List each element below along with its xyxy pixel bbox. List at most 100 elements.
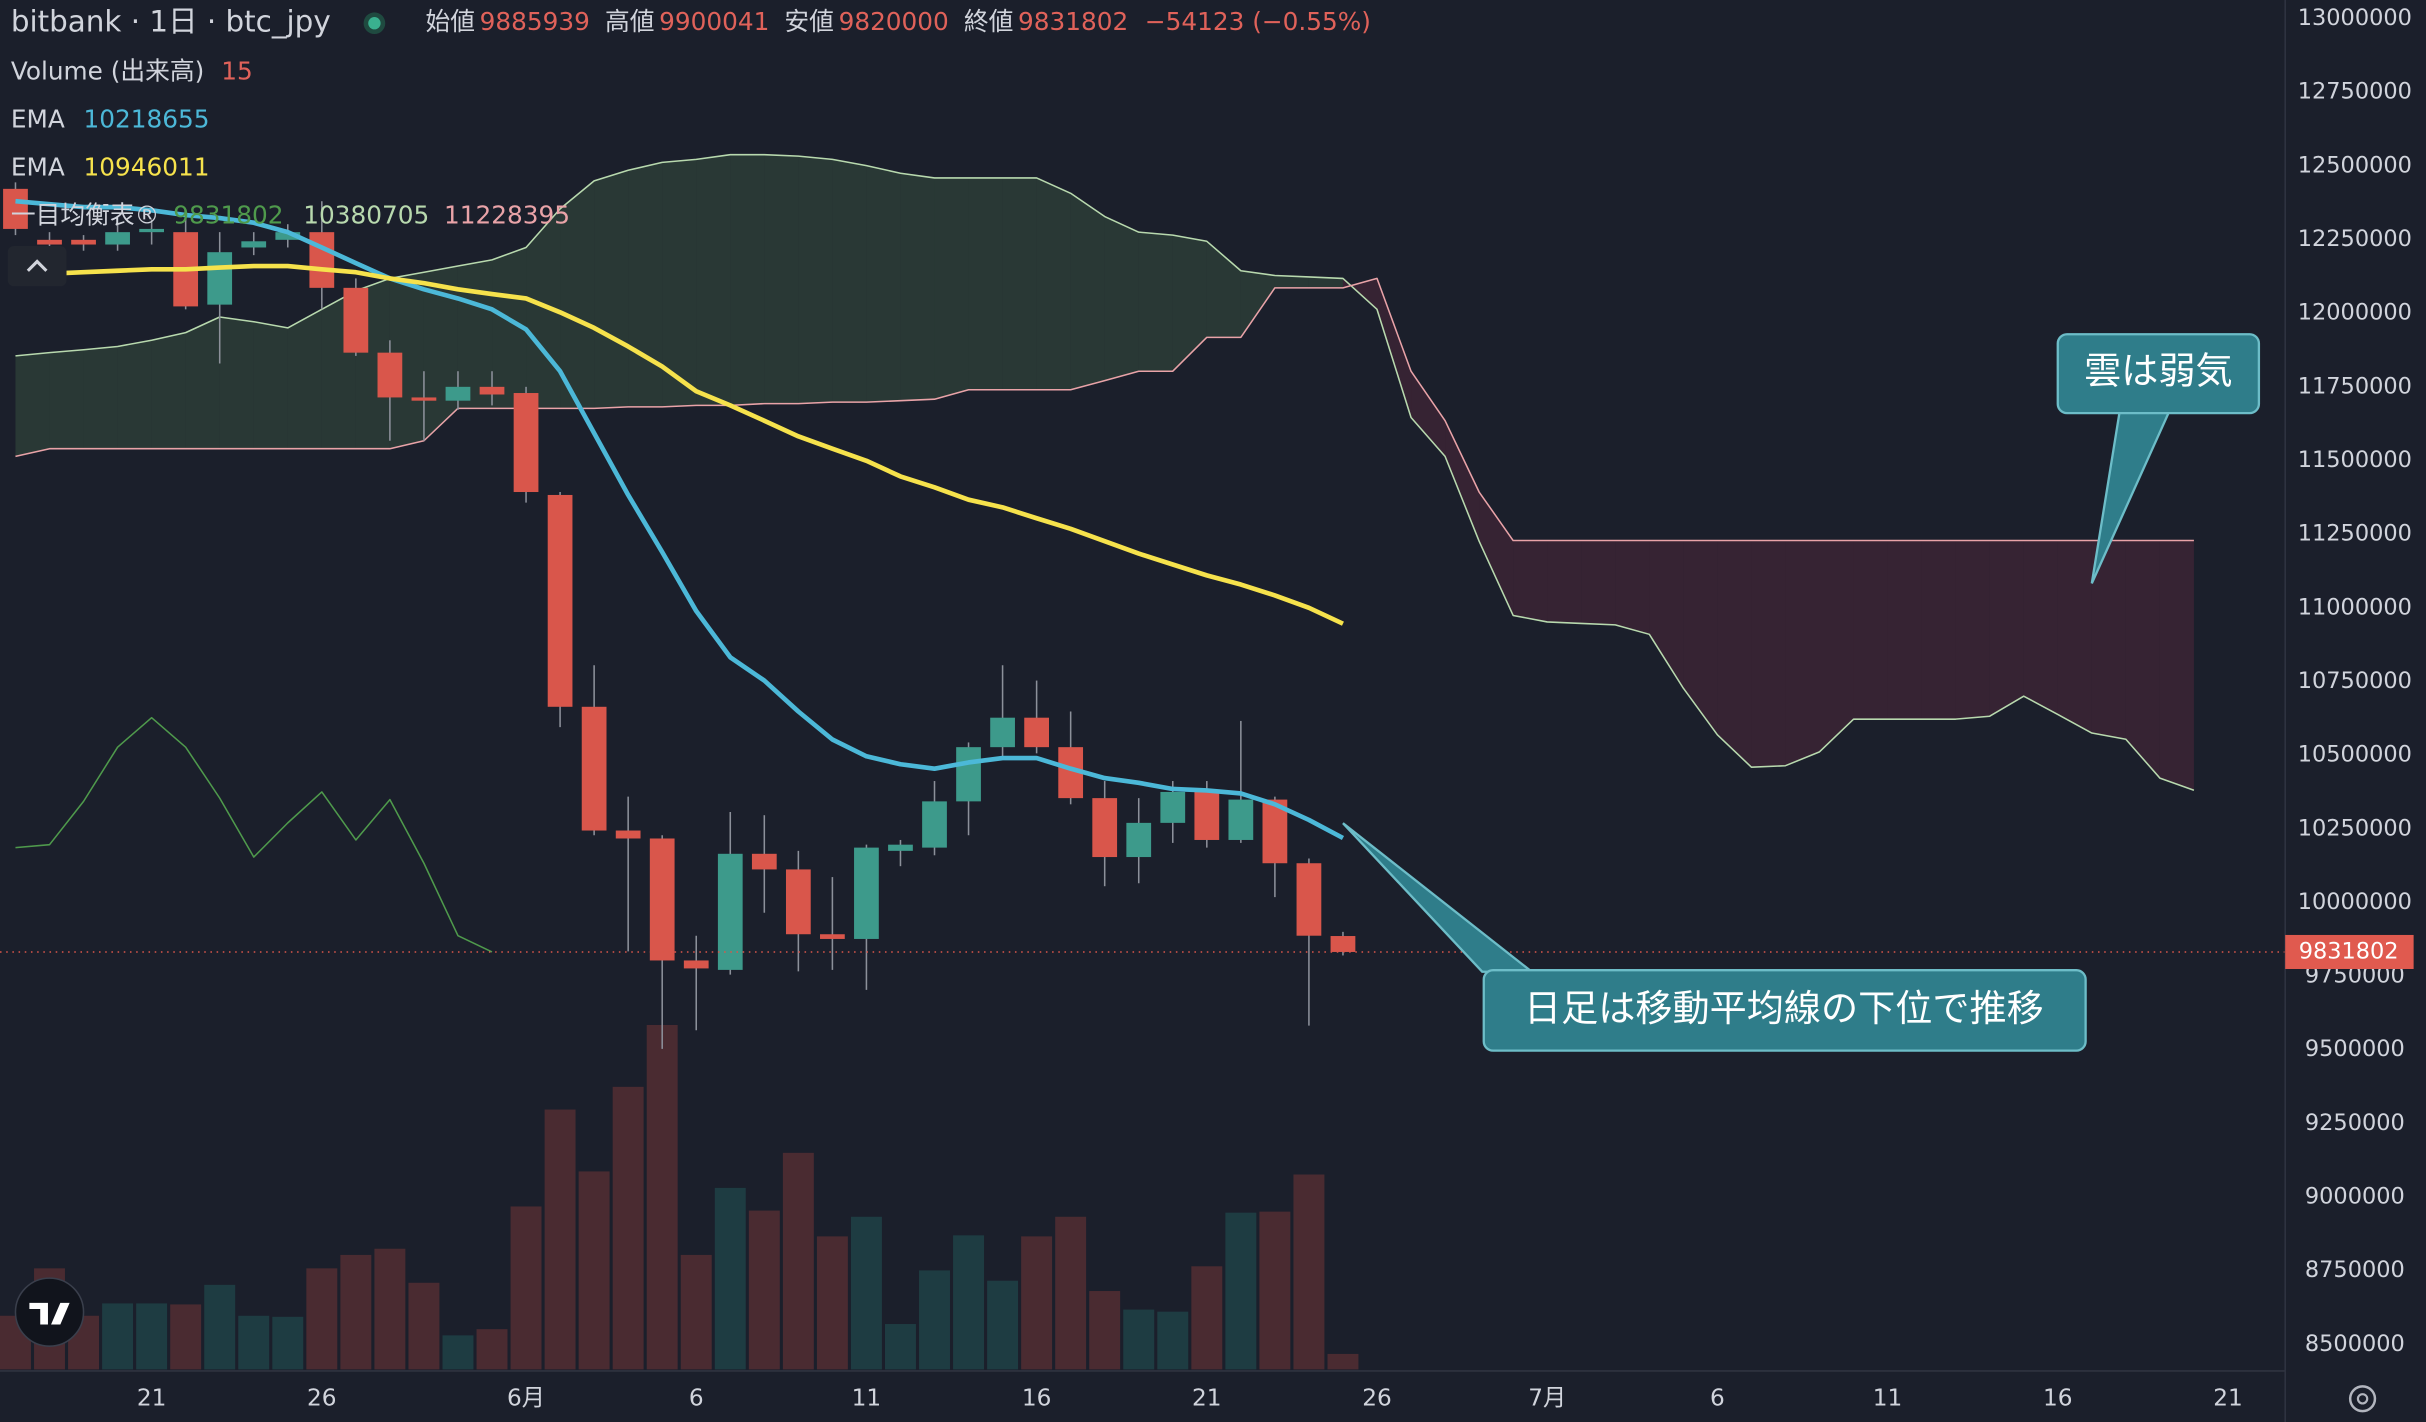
candle-body [37,239,62,245]
legend-label: 一目均衡表® [11,201,159,230]
y-tick-label: 9000000 [2305,1184,2405,1210]
cloud [594,170,629,409]
candle-body [888,844,913,851]
price-label: 9831802 [2299,938,2399,964]
cloud [287,309,322,449]
volume-bar [544,1109,576,1370]
candle-body [445,386,471,401]
volume-bar [612,1086,644,1370]
cloud [934,177,969,400]
y-tick-label: 11500000 [2298,447,2412,473]
legend-value: 9885939 [480,7,590,36]
volume-bar [272,1316,304,1370]
y-tick-label: 11250000 [2298,521,2412,547]
line-series [15,277,2194,542]
volume-bar [1021,1236,1053,1370]
cloud [730,154,765,406]
cloud [15,352,50,457]
collapse-icon [26,259,48,272]
legend-value: 9900041 [659,7,769,36]
cloud [1411,371,1446,457]
candle-body [1296,863,1322,936]
x-tick-label: 11 [1873,1384,1903,1411]
legend-value: 10946011 [84,153,210,182]
cloud [2125,540,2160,779]
cloud [83,346,118,449]
candle-body [71,239,96,245]
x-tick-label: 6 [689,1384,704,1411]
cloud [1513,540,1548,622]
y-tick-label: 10000000 [2298,889,2412,915]
candle-body [207,252,233,305]
candle-body [1228,799,1254,840]
legend-value: 9831802 [1018,7,1128,36]
volume-bar [238,1315,270,1370]
cloud [1002,177,1037,390]
x-tick-label: 6 [1710,1384,1725,1411]
cloud [1649,540,1684,689]
volume-bar [1123,1309,1155,1370]
cloud [1751,540,1786,768]
candle-body [1160,791,1186,823]
candle-body [3,188,28,229]
volume-bar [919,1270,950,1370]
settings-icon[interactable] [2348,1385,2377,1413]
chart-title: bitbank · 1日 · btc_jpy [11,5,331,39]
legend-value: 9820000 [839,7,949,36]
status-dot [368,17,381,30]
y-tick-label: 10750000 [2298,668,2412,694]
cloud [832,159,867,403]
cloud [1274,275,1309,288]
candle-body [1092,798,1118,858]
y-tick-label: 11000000 [2298,594,2412,620]
cloud [628,162,663,407]
legend-label: EMA [11,153,65,182]
x-tick-label: 11 [852,1384,882,1411]
candle-body [854,847,879,939]
y-tick-label: 10250000 [2298,815,2412,841]
candle-body [1330,936,1356,952]
x-tick-label: 21 [1192,1384,1222,1411]
cloud [1036,177,1071,390]
cloud [662,159,697,407]
volume-bar [850,1216,882,1370]
candle-body [139,228,165,233]
x-tick-label: 6月 [507,1384,545,1411]
candle-body [513,393,539,493]
x-tick-label: 16 [1022,1384,1052,1411]
volume-bar [1191,1266,1223,1370]
volume-bar [102,1303,134,1370]
y-tick-label: 8500000 [2305,1331,2405,1357]
cloud [1138,232,1173,372]
volume-bar [646,1024,678,1370]
cloud [2091,540,2126,740]
legend-value: 10380705 [303,201,429,230]
candle-body [309,232,335,288]
cloud [1717,540,1752,768]
candle-body [922,801,947,848]
legend-value: 9831802 [173,201,283,230]
cloud [968,177,1003,390]
volume-bar [1327,1353,1359,1370]
annotation: 雲は弱気 [2084,349,2233,392]
volume-bar [1259,1211,1291,1370]
candle-body [649,838,675,961]
cloud [1070,193,1105,390]
collapse-button[interactable] [7,246,67,287]
callout-box [2056,333,2261,415]
cloud [1445,420,1480,542]
x-tick-label: 21 [137,1384,167,1411]
cloud [1989,540,2024,717]
cloud [1172,235,1207,372]
candle-body [581,706,607,831]
legend-label: EMA [11,105,65,134]
cloud [1547,540,1582,624]
candle-body [241,241,267,248]
cloud [457,259,493,409]
logo[interactable] [14,1277,85,1347]
cloud [219,317,254,449]
volume-bar [1157,1311,1189,1370]
volume-bar [408,1282,440,1370]
cloud [185,317,220,449]
